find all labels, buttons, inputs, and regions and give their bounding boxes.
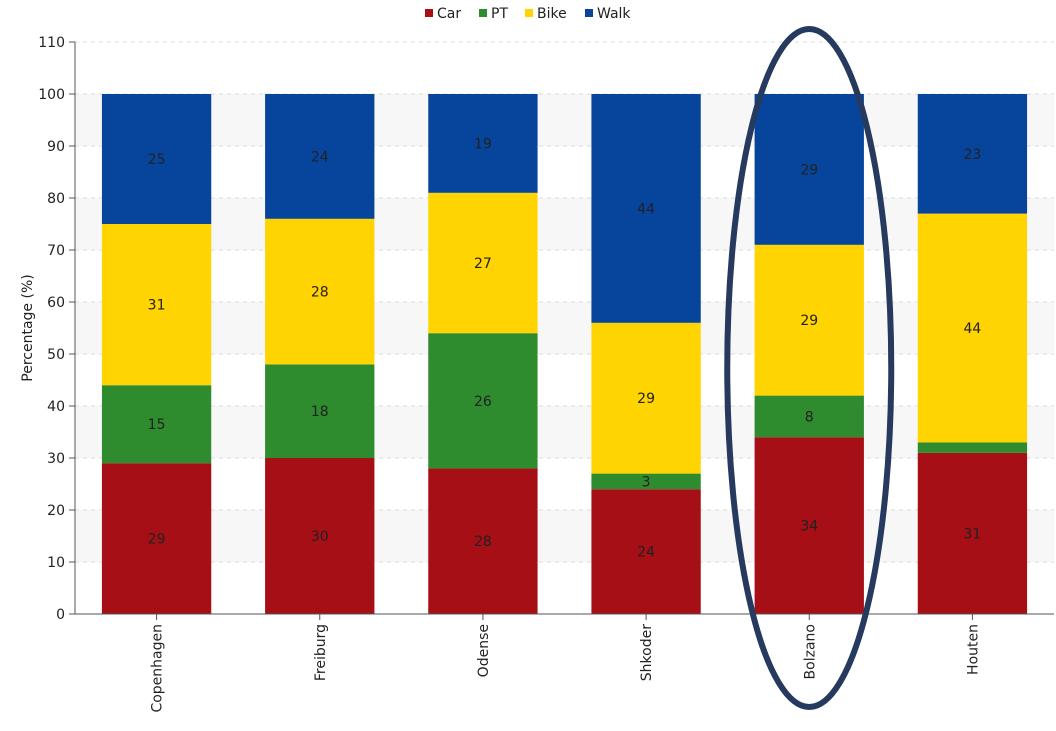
data-label-pt-odense: 26 bbox=[474, 394, 492, 410]
bar-walk-freiburg bbox=[265, 94, 375, 219]
grid-band bbox=[75, 510, 1054, 562]
bar-walk-houten bbox=[917, 94, 1028, 214]
legend-label-car: Car bbox=[437, 6, 461, 22]
y-tick-label: 100 bbox=[38, 87, 65, 103]
bar-car-bolzano bbox=[754, 437, 864, 614]
legend-swatch-bike bbox=[525, 9, 533, 17]
data-label-pt-freiburg: 18 bbox=[311, 404, 329, 420]
bar-walk-shkoder bbox=[591, 94, 701, 323]
data-label-car-bolzano: 34 bbox=[800, 519, 818, 535]
y-tick-label: 20 bbox=[47, 503, 65, 519]
bar-pt-shkoder bbox=[591, 473, 701, 490]
bar-pt-odense bbox=[428, 333, 538, 469]
x-tick-label-freiburg: Freiburg bbox=[313, 624, 329, 681]
bar-bike-copenhagen bbox=[101, 224, 212, 386]
legend-label-bike: Bike bbox=[537, 6, 567, 22]
data-label-bike-bolzano: 29 bbox=[800, 313, 818, 329]
data-label-pt-bolzano: 8 bbox=[805, 409, 814, 425]
bar-pt-bolzano bbox=[754, 395, 864, 438]
data-label-car-odense: 28 bbox=[474, 534, 492, 550]
data-label-car-copenhagen: 29 bbox=[148, 532, 166, 548]
bar-car-freiburg bbox=[265, 458, 375, 614]
data-label-car-shkoder: 24 bbox=[637, 545, 655, 561]
data-label-walk-bolzano: 29 bbox=[800, 162, 818, 178]
data-label-bike-copenhagen: 31 bbox=[148, 298, 166, 314]
data-label-walk-houten: 23 bbox=[964, 147, 982, 163]
bar-car-odense bbox=[428, 468, 538, 614]
legend-label-walk: Walk bbox=[597, 6, 631, 22]
bars bbox=[101, 94, 1028, 614]
legend-swatch-car bbox=[425, 9, 433, 17]
grid-band bbox=[75, 302, 1054, 354]
bar-bike-houten bbox=[917, 213, 1028, 443]
bar-pt-copenhagen bbox=[101, 385, 212, 464]
grid-band bbox=[75, 94, 1054, 146]
bar-car-copenhagen bbox=[101, 463, 212, 614]
y-tick-label: 70 bbox=[47, 243, 65, 259]
legend-label-pt: PT bbox=[491, 6, 508, 22]
legend: Car PT Bike Walk bbox=[425, 6, 631, 22]
bar-bike-freiburg bbox=[265, 218, 375, 365]
data-label-pt-shkoder: 3 bbox=[642, 474, 651, 490]
legend-swatch-walk bbox=[585, 9, 593, 17]
x-tick-label-houten: Houten bbox=[965, 624, 981, 675]
y-tick-label: 60 bbox=[47, 295, 65, 311]
y-axis-title: Percentage (%) bbox=[20, 274, 36, 381]
x-tick-label-shkoder: Shkoder bbox=[639, 624, 655, 681]
x-axis: Copenhagen Freiburg Odense Shkoder Bolzano Ho… bbox=[75, 613, 1054, 713]
grid-band bbox=[75, 198, 1054, 250]
data-label-walk-copenhagen: 25 bbox=[148, 152, 166, 168]
data-label-walk-odense: 19 bbox=[474, 136, 492, 152]
bar-walk-bolzano bbox=[754, 94, 864, 245]
x-tick-label-copenhagen: Copenhagen bbox=[150, 624, 166, 713]
bar-pt-houten bbox=[917, 442, 1028, 453]
data-label-bike-freiburg: 28 bbox=[311, 285, 329, 301]
y-tick-label: 30 bbox=[47, 451, 65, 467]
bar-walk-copenhagen bbox=[101, 94, 212, 224]
x-tick-label-odense: Odense bbox=[476, 624, 492, 677]
y-tick-label: 110 bbox=[38, 35, 65, 51]
bar-bike-shkoder bbox=[591, 322, 701, 474]
y-tick-label: 50 bbox=[47, 347, 65, 363]
y-tick-label: 0 bbox=[56, 607, 65, 623]
bar-bike-bolzano bbox=[754, 244, 864, 396]
data-label-bike-shkoder: 29 bbox=[637, 391, 655, 407]
x-tick-label-bolzano: Bolzano bbox=[802, 624, 818, 679]
bar-pt-freiburg bbox=[265, 364, 375, 458]
y-tick-label: 40 bbox=[47, 399, 65, 415]
gridlines bbox=[75, 41, 1054, 563]
y-tick-label: 80 bbox=[47, 191, 65, 207]
y-tick-label: 90 bbox=[47, 139, 65, 155]
y-tick-label: 10 bbox=[47, 555, 65, 571]
bar-car-houten bbox=[917, 452, 1028, 614]
data-label-walk-shkoder: 44 bbox=[637, 201, 655, 217]
data-label-car-houten: 31 bbox=[964, 526, 982, 542]
data-label-bike-houten: 44 bbox=[964, 321, 982, 337]
grid-band bbox=[75, 406, 1054, 458]
bar-walk-odense bbox=[428, 94, 538, 193]
highlight-ellipse bbox=[724, 26, 895, 710]
data-label-bike-odense: 27 bbox=[474, 256, 492, 272]
data-label-car-freiburg: 30 bbox=[311, 529, 329, 545]
grid-bands bbox=[75, 94, 1054, 562]
legend-swatch-pt bbox=[479, 9, 487, 17]
bar-bike-odense bbox=[428, 192, 538, 334]
y-axis: 0 10 20 30 40 50 60 70 80 90 100 110 bbox=[38, 35, 76, 623]
data-label-walk-freiburg: 24 bbox=[311, 149, 329, 165]
data-labels: 29 15 31 25 30 18 28 24 28 26 27 19 24 3 29 44 34 8 29 29 31… bbox=[148, 136, 982, 560]
bar-car-shkoder bbox=[591, 489, 701, 614]
highlight bbox=[724, 26, 895, 710]
data-label-pt-copenhagen: 15 bbox=[148, 417, 166, 433]
